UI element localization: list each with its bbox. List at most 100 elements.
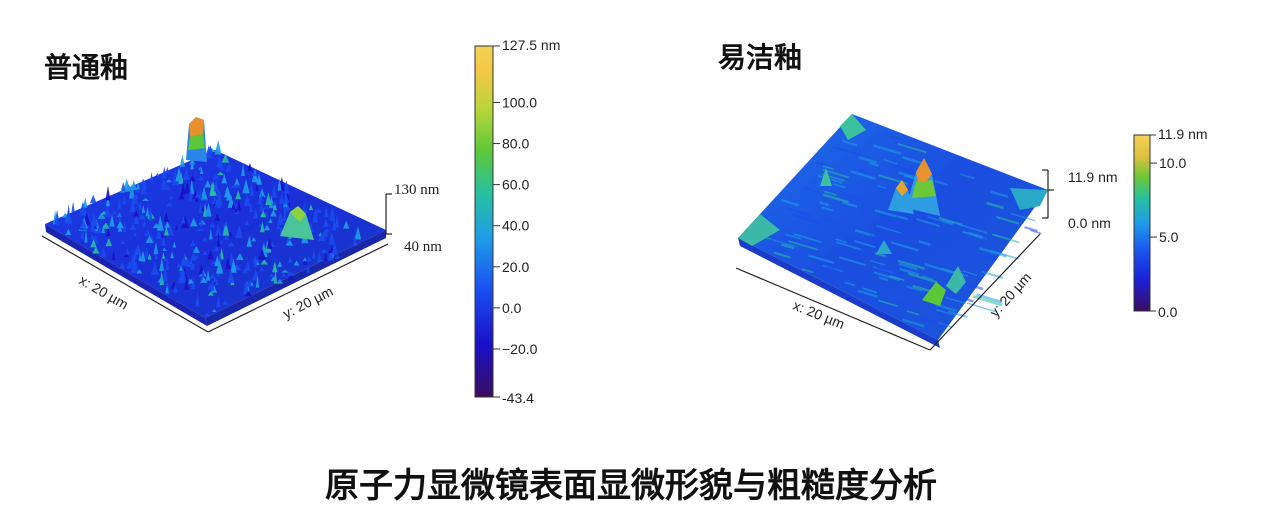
right-surface-base [738,114,1048,340]
right-surface-streak [941,218,955,225]
left-surface-spikes [53,140,362,317]
left-surface-spike [145,235,154,243]
right-surface-streak [801,268,814,274]
left-surface-spike [245,259,251,271]
left-surface-spike [112,209,117,214]
left-surface-spike [129,253,137,267]
left-surface-spike [157,277,165,283]
left-surface-spike [213,245,219,252]
left-surface-spike [136,181,141,190]
right-surface-streaks [746,134,1042,328]
left-surface-spike [90,218,96,232]
left-surface-spike [266,237,273,249]
right-surface-streak [957,223,988,234]
left-surface-spike [331,241,338,255]
left-surface-spike [225,256,231,270]
left-colorbar-tick-label: 100.0 [502,94,537,110]
left-z-top-label: 130 nm [394,182,440,198]
right-surface-streak [891,163,917,174]
right-afm-surface [738,114,1048,348]
left-surface-spike [134,244,143,255]
left-colorbar-ticks: 100.0 80.0 60.0 40.0 20.0 0.0 −20.0 [493,94,538,357]
left-surface-spike [256,173,262,185]
right-surface-streak [877,299,899,308]
left-y-axis-line [207,243,389,333]
left-surface-spike [259,267,265,272]
right-surface-streak [990,190,1009,199]
left-x-axis-label: x: 20 µm [77,272,132,313]
right-surface-streak [772,238,798,248]
left-surface-spike [105,237,113,247]
left-surface-spike [176,262,182,268]
left-surface-spike [207,291,214,296]
left-surface-spike [89,194,97,203]
left-surface-spike [332,218,337,231]
left-surface-spike [202,250,208,255]
left-surface-spike [234,206,238,213]
left-surface-spike [198,166,203,170]
left-surface-spike [200,277,208,283]
right-peak-main-mid [912,180,936,198]
left-surface-spike [190,240,196,247]
right-colorbar-tick-label: 10.0 [1159,155,1186,171]
left-surface-spike [219,239,223,244]
left-surface-spike [189,157,196,165]
left-afm-surface [45,117,386,326]
left-z-bottom-label: 40 nm [404,239,442,255]
left-surface-spike [207,145,214,154]
left-surface-spike [328,231,336,245]
right-peak-second-top [896,180,908,196]
left-surface-spike [183,275,189,290]
left-surface-spike [119,189,126,193]
left-surface-spike [102,222,110,229]
right-peak-main-top [916,158,932,182]
left-surface-spike [117,197,122,209]
left-surface-spike [221,153,230,163]
left-surface-spike [209,228,213,240]
left-surface-spike [214,213,221,221]
right-surface-streak [916,218,940,228]
right-surface-streak [986,201,1004,210]
left-surface-spike [175,224,179,231]
left-surface-spike [111,250,116,260]
left-surface-spike [209,222,216,228]
right-panel-title: 易洁釉 [718,41,803,74]
left-surface-spike [227,161,232,169]
left-surface-spike [90,238,97,248]
left-surface-spike [186,259,195,268]
left-surface-spike [181,215,186,224]
right-surface-streak [935,309,956,317]
right-colorbar-ticks: 10.0 5.0 [1150,155,1186,245]
right-surface-streak [821,206,834,212]
right-surface-streak [869,234,886,242]
left-surface-spike [221,300,229,305]
left-surface-spike [244,291,253,297]
left-surface-spike [283,180,290,194]
right-surface-streak [962,220,987,230]
left-surface-spike [54,209,60,225]
left-surface-spike [224,235,230,240]
left-colorbar-tick-label: 80.0 [502,136,529,152]
right-surface-streak [906,285,923,292]
right-surface-streak [873,271,901,282]
left-surface-spike [276,211,285,225]
left-surface-spike [101,224,106,234]
left-surface-spike [244,219,250,226]
left-surface-spike [84,228,88,243]
left-surface-right-edge [205,230,386,326]
left-surface-spike [96,225,103,234]
left-surface-spike [212,277,218,282]
left-surface-spike [71,201,75,212]
left-surface-spike [312,249,316,259]
left-surface-spike [125,248,131,255]
left-surface-spike [343,220,350,229]
left-surface-spike [178,269,186,284]
left-surface-spike [242,179,250,194]
right-colorbar-min-label: 0.0 [1158,304,1178,320]
left-surface-spike [143,246,150,258]
right-surface-streak [966,302,997,313]
right-surface-streak [972,295,1003,307]
right-surface-streak [862,287,878,294]
right-surface-streak [826,265,836,270]
left-surface-spike [165,259,170,270]
